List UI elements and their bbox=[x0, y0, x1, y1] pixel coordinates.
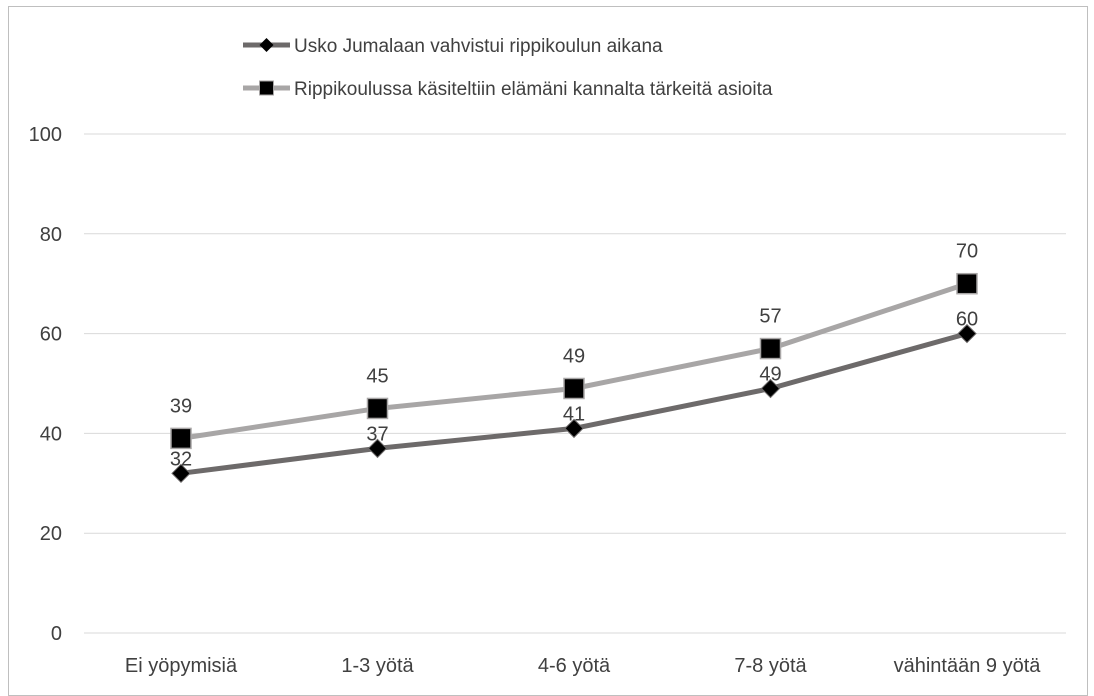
data-label: 32 bbox=[170, 448, 192, 470]
x-tick-label: vähintään 9 yötä bbox=[894, 655, 1042, 677]
y-tick-label: 60 bbox=[40, 324, 62, 346]
y-tick-label: 100 bbox=[29, 124, 62, 146]
square-marker bbox=[759, 337, 782, 360]
square-marker bbox=[563, 377, 585, 400]
data-labels: 32 37 41 49 60 39 45 49 57 70 bbox=[170, 241, 978, 471]
y-tick-label: 80 bbox=[40, 224, 62, 246]
y-tick-label: 0 bbox=[51, 623, 62, 645]
x-tick-label: 1-3 yötä bbox=[341, 655, 414, 677]
square-marker bbox=[956, 272, 978, 295]
x-tick-label: 7-8 yötä bbox=[734, 655, 807, 677]
diamond-marker bbox=[957, 323, 977, 344]
y-tick-label: 20 bbox=[40, 523, 62, 545]
data-label: 70 bbox=[956, 241, 978, 263]
legend: Usko Jumalaan vahvistui rippikoulun aika… bbox=[243, 36, 773, 100]
data-label: 57 bbox=[759, 306, 781, 328]
data-label: 49 bbox=[563, 345, 585, 367]
data-label: 45 bbox=[366, 365, 388, 387]
gridlines bbox=[84, 133, 1066, 634]
diamond-marker bbox=[760, 378, 781, 399]
legend-diamond-marker bbox=[259, 38, 274, 52]
data-label: 49 bbox=[759, 363, 781, 385]
diamond-marker bbox=[171, 463, 191, 484]
data-label: 60 bbox=[956, 309, 978, 331]
y-axis-ticks: 0 20 40 60 80 100 bbox=[29, 124, 62, 645]
series-group bbox=[170, 272, 978, 484]
legend-label: Usko Jumalaan vahvistui rippikoulun aika… bbox=[294, 36, 663, 57]
legend-square-marker bbox=[259, 80, 274, 96]
x-tick-label: Ei yöpymisiä bbox=[125, 655, 238, 677]
legend-label: Rippikoulussa käsiteltiin elämäni kannal… bbox=[294, 79, 773, 100]
x-tick-label: 4-6 yötä bbox=[538, 655, 611, 677]
x-axis-ticks: Ei yöpymisiä 1-3 yötä 4-6 yötä 7-8 yötä vähi… bbox=[125, 655, 1041, 677]
y-tick-label: 40 bbox=[40, 423, 62, 445]
data-label: 37 bbox=[366, 423, 388, 445]
square-marker bbox=[170, 427, 192, 450]
data-label: 39 bbox=[170, 395, 192, 417]
square-marker bbox=[366, 397, 389, 420]
data-label: 41 bbox=[563, 403, 585, 425]
diamond-marker bbox=[367, 438, 388, 459]
diamond-marker bbox=[564, 418, 584, 439]
